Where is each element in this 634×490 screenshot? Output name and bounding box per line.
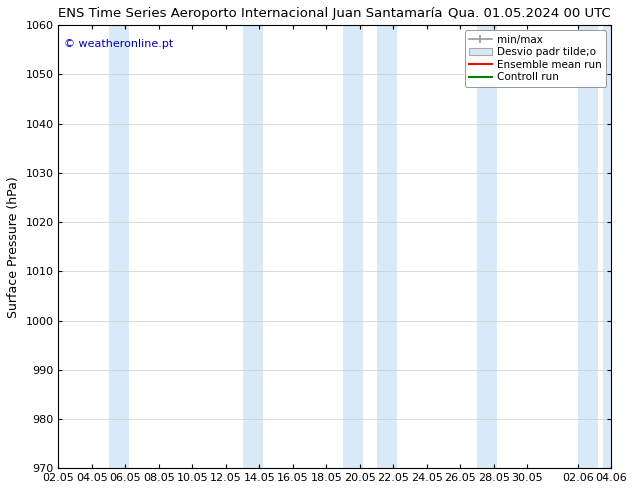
Text: Qua. 01.05.2024 00 UTC: Qua. 01.05.2024 00 UTC <box>448 7 611 20</box>
Text: ENS Time Series Aeroporto Internacional Juan Santamaría: ENS Time Series Aeroporto Internacional … <box>58 7 443 20</box>
Bar <box>243 25 263 468</box>
Bar <box>377 25 397 468</box>
Bar <box>603 25 611 468</box>
Legend: min/max, Desvio padr tilde;o, Ensemble mean run, Controll run: min/max, Desvio padr tilde;o, Ensemble m… <box>465 30 606 87</box>
Bar <box>477 25 497 468</box>
Bar <box>109 25 129 468</box>
Y-axis label: Surface Pressure (hPa): Surface Pressure (hPa) <box>7 176 20 318</box>
Bar <box>578 25 598 468</box>
Bar <box>343 25 363 468</box>
Text: © weatheronline.pt: © weatheronline.pt <box>64 39 173 49</box>
